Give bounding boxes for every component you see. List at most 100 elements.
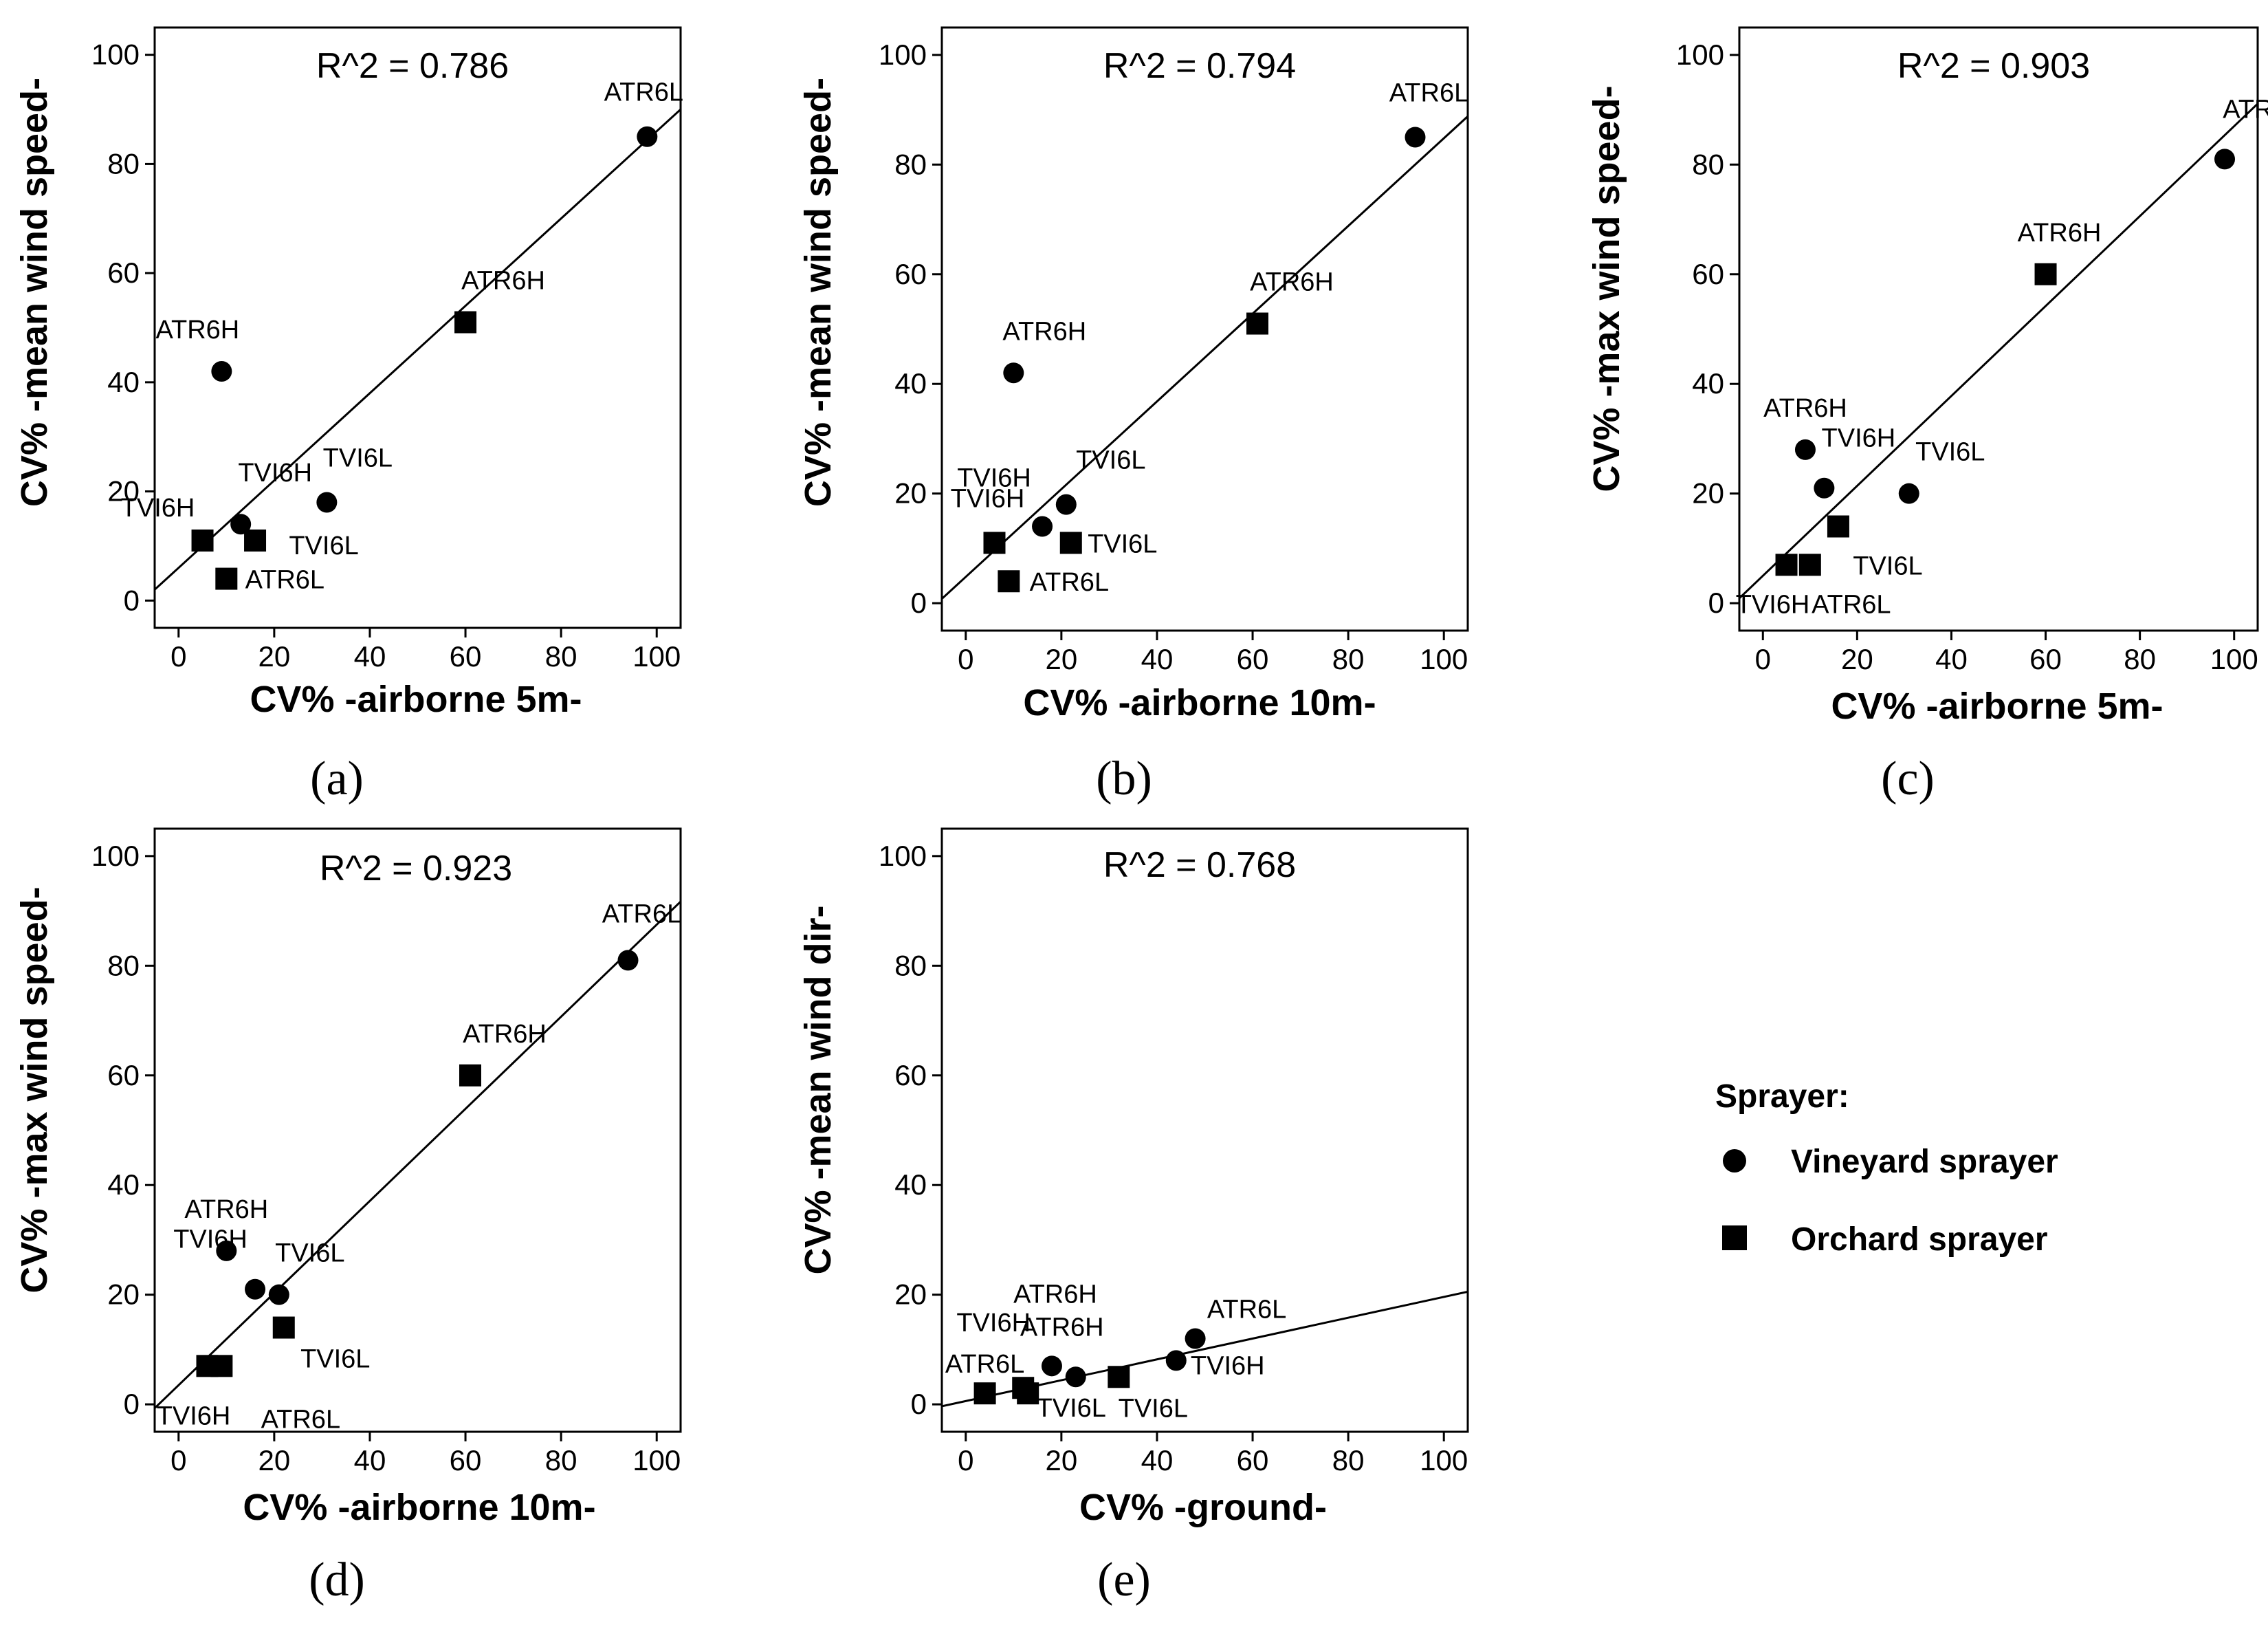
y-tick-label: 60 (107, 257, 140, 289)
panel-d-xlabel: CV% -airborne 10m- (243, 1487, 595, 1528)
x-tick-label: 20 (258, 640, 291, 673)
point-label: ATR6L (261, 1405, 340, 1434)
y-tick-label: 0 (911, 1388, 927, 1420)
data-point (245, 1278, 266, 1300)
point-label: TVI6L (1119, 1394, 1188, 1423)
panel-a-caption: (a) (310, 752, 364, 805)
panel-a-frame (153, 26, 682, 629)
x-tick-label: 60 (1237, 643, 1269, 675)
point-label: ATR6H (1002, 317, 1086, 346)
y-tick-label: 80 (107, 949, 140, 981)
y-tick-label: 0 (124, 584, 140, 616)
data-point (1794, 439, 1816, 460)
point-label: ATR6H (1013, 1280, 1097, 1309)
data-point (210, 1355, 233, 1377)
y-tick-label: 0 (911, 587, 927, 619)
panel-b-xlabel: CV% -airborne 10m- (1023, 682, 1376, 723)
y-tick-label: 100 (879, 840, 927, 872)
point-label: ATR6H (463, 1020, 547, 1049)
panel-b-ylabel: CV% -mean wind speed- (797, 78, 839, 507)
y-tick-label: 80 (894, 949, 927, 981)
point-label: ATR6L (602, 899, 681, 928)
data-point (230, 514, 252, 535)
y-tick-label: 20 (1692, 477, 1724, 510)
panel-a-plot: 0 20 40 60 80 100 0 20 40 60 80 100 ATR6L ATR6H ATR6H T… (91, 26, 683, 673)
point-label: TVI6H (121, 494, 195, 523)
x-tick-label: 20 (1046, 643, 1078, 675)
fit-line (155, 108, 681, 591)
data-point (1108, 1366, 1130, 1388)
data-point (191, 530, 214, 552)
legend-label-vineyard: Vineyard sprayer (1791, 1144, 2058, 1180)
data-point (1032, 516, 1053, 537)
data-point (1185, 1328, 1206, 1349)
x-tick-label: 100 (1420, 1444, 1468, 1476)
x-tick-label: 20 (1841, 643, 1873, 675)
panel-e-xlabel: CV% -ground- (1079, 1487, 1327, 1528)
data-point (216, 1240, 237, 1261)
y-tick-label: 80 (1692, 148, 1724, 180)
x-tick-label: 40 (1141, 643, 1174, 675)
x-tick-label: 0 (1755, 643, 1771, 675)
legend-marker-orchard (1722, 1225, 1747, 1250)
legend-marker-vineyard (1723, 1149, 1746, 1173)
data-point (1798, 554, 1821, 576)
panel-a: 0 20 40 60 80 100 0 20 40 60 80 100 ATR6L ATR6H ATR6H T… (14, 26, 683, 805)
point-label: ATR6L (604, 78, 683, 107)
legend-title: Sprayer: (1715, 1078, 1849, 1115)
fit-line (942, 116, 1468, 600)
y-tick-label: 40 (894, 367, 927, 400)
data-point (1827, 515, 1849, 538)
data-point (1246, 312, 1268, 335)
panel-c-r2: R^2 = 0.903 (1897, 46, 2090, 86)
point-label: ATR6H (2018, 219, 2102, 248)
data-point (983, 532, 1006, 554)
point-label: TVI6H (1736, 590, 1810, 619)
y-tick-label: 60 (1692, 258, 1724, 290)
data-point (2034, 263, 2057, 285)
x-tick-label: 80 (1332, 643, 1365, 675)
data-point (1003, 362, 1024, 384)
point-label: ATR6L (945, 1350, 1024, 1379)
panel-c-plot: 020406080100020406080100ATR6LATR6HATR6HT… (1676, 26, 2268, 675)
y-tick-label: 20 (107, 475, 140, 508)
point-label: TVI6L (1088, 530, 1157, 558)
point-label: TVI6L (1915, 438, 1985, 467)
y-tick-label: 20 (107, 1278, 140, 1311)
x-tick-label: 60 (450, 1444, 482, 1476)
panel-d-frame (153, 827, 682, 1433)
y-tick-label: 40 (894, 1168, 927, 1201)
y-tick-label: 100 (879, 39, 927, 71)
data-point (1775, 554, 1798, 576)
data-point (1165, 1350, 1187, 1371)
data-point (1898, 483, 1919, 504)
point-label: TVI6H (957, 464, 1031, 493)
y-tick-label: 80 (894, 148, 927, 180)
data-point (2214, 149, 2236, 170)
panel-e-ylabel: CV% -mean wind dir- (797, 905, 839, 1274)
point-label: TVI6L (275, 1239, 344, 1268)
panel-c-xlabel: CV% -airborne 5m- (1831, 686, 2163, 727)
panel-e-frame (940, 827, 1469, 1433)
point-label: TVI6H (951, 484, 1025, 513)
point-label: ATR6H (184, 1195, 268, 1224)
data-point (211, 360, 232, 382)
y-tick-label: 100 (1676, 39, 1724, 71)
x-tick-label: 80 (1332, 1444, 1365, 1476)
data-point (637, 126, 658, 147)
data-point (1041, 1355, 1062, 1377)
y-tick-label: 80 (107, 147, 140, 179)
y-tick-label: 0 (124, 1388, 140, 1420)
point-label: TVI6H (173, 1225, 247, 1254)
panel-b-r2: R^2 = 0.794 (1103, 46, 1296, 86)
x-tick-label: 40 (354, 1444, 386, 1476)
point-label: TVI6L (1076, 446, 1145, 475)
y-tick-label: 100 (91, 39, 140, 71)
point-label: ATR6H (155, 316, 239, 345)
y-tick-label: 20 (894, 477, 927, 510)
data-point (1065, 1366, 1086, 1388)
point-label: TVI6H (157, 1402, 231, 1430)
panel-e-plot: 0 20 40 60 80 100020406080100ATR6LTVI6HATR6HA… (879, 827, 1469, 1476)
panel-e: 0 20 40 60 80 100020406080100ATR6LTVI6HATR6HA… (797, 827, 1469, 1606)
